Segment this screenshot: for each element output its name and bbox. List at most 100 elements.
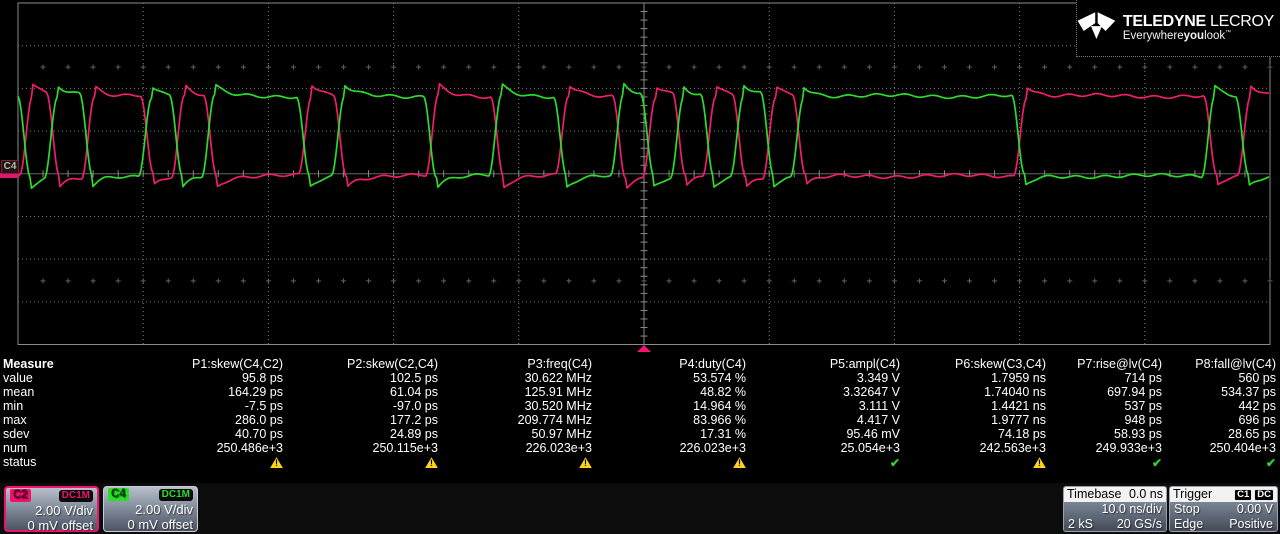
measure-mean-cell: 697.94 ps [1107,385,1162,399]
logo-text: TELEDYNE LECROY Everywhereyoulook™ [1122,13,1274,43]
measure-sdev-cell: 50.97 MHz [531,427,592,441]
trigger-source-badge: C1 [1234,488,1253,501]
measure-max-cell: 177.2 ps [390,413,438,427]
measure-num-cell: 249.933e+3 [1095,441,1162,455]
c4-offset-value: 0 mV offset [127,517,193,532]
measure-column-header[interactable]: P8:fall@lv(C4) [1195,357,1276,371]
channel-descriptor-c4[interactable]: C4 DC1M 2.00 V/div 0 mV offset [103,486,198,532]
measure-mean-cell: 61.04 ps [390,385,438,399]
measure-min-cell: 1.4421 ns [991,399,1046,413]
measure-sdev-cell: 40.70 ps [235,427,283,441]
measure-row-label: max [3,413,27,427]
measure-column-header[interactable]: P7:rise@lv(C4) [1077,357,1162,371]
trigger-type: Edge [1174,517,1204,531]
c2-vertical-scale: 2.00 V/div [35,503,93,518]
teledyne-arrow-icon [1077,12,1116,39]
trace-c2 [17,82,1270,189]
status-warning-icon: ! [270,457,283,469]
measure-mean-cell: 125.91 MHz [524,385,592,399]
channel-descriptor-c2[interactable]: C2 DC1M 2.00 V/div 0 mV offset [4,486,99,533]
c4-offset-marker[interactable]: C4 [1,160,19,174]
trigger-time-marker[interactable] [637,345,651,352]
measure-table: Measure P1:skew(C4,C2) P2:skew(C2,C4) P3:fr… [0,357,1278,469]
trigger-mode: Stop [1174,502,1200,516]
timebase-scale: 10.0 ns/div [1101,502,1162,516]
measure-num-cell: 226.023e+3 [525,441,592,455]
measure-column-header[interactable]: P2:skew(C2,C4) [347,357,438,371]
measure-panel-title: Measure [3,357,54,371]
trace-c4 [17,82,1270,190]
measure-min-cell: 30.520 MHz [524,399,592,413]
measure-min-cell: -7.5 ps [244,399,283,413]
measure-value-cell: 714 ps [1124,371,1162,385]
c4-channel-badge[interactable]: C4 [108,488,129,501]
measure-column-header[interactable]: P3:freq(C4) [527,357,592,371]
status-warning-icon: ! [425,457,438,469]
status-ok-icon: ✔ [1265,455,1276,470]
status-ok-icon: ✔ [889,455,900,470]
timebase-panel[interactable]: Timebase 0.0 ns 10.0 ns/div 2 kS 20 GS/s [1063,486,1167,532]
c2-offset-marker[interactable] [0,173,19,178]
measure-column-header[interactable]: P1:skew(C4,C2) [192,357,283,371]
c4-coupling-badge: DC1M [158,488,193,501]
measure-column-header[interactable]: P5:ampl(C4) [829,357,900,371]
measure-sdev-cell: 24.89 ps [390,427,438,441]
trigger-slope: Positive [1229,517,1273,531]
measure-num-cell: 250.115e+3 [372,441,438,455]
measure-mean-cell: 534.37 ps [1221,385,1276,399]
logo-panel: TELEDYNE LECROY Everywhereyoulook™ [1076,0,1280,57]
c2-coupling-badge: DC1M [58,489,93,502]
measure-sdev-cell: 74.18 ps [998,427,1046,441]
timebase-samples: 2 kS [1068,517,1094,531]
measure-num-cell: 242.563e+3 [979,441,1046,455]
trigger-panel[interactable]: Trigger C1 DC Stop 0.00 V Edge Positive [1169,486,1278,532]
measure-max-cell: 4.417 V [856,413,900,427]
measure-max-cell: 948 ps [1124,413,1162,427]
status-warning-icon: ! [733,457,746,469]
measure-column-header[interactable]: P6:skew(C3,C4) [955,357,1046,371]
measure-max-cell: 286.0 ps [235,413,283,427]
measure-column-header[interactable]: P4:duty(C4) [679,357,746,371]
measure-sdev-cell: 17.31 % [700,427,746,441]
measure-min-cell: -97.0 ps [392,399,438,413]
measure-min-cell: 14.964 % [693,399,746,413]
status-warning-icon: ! [1033,457,1046,469]
measure-sdev-cell: 58.93 ps [1114,427,1162,441]
measure-row-label: num [3,441,28,455]
measure-num-cell: 226.023e+3 [679,441,746,455]
measure-row-label: value [3,371,33,385]
status-ok-icon: ✔ [1151,455,1162,470]
trigger-coupling-badge: DC [1254,488,1274,501]
measure-value-cell: 95.8 ps [241,371,283,385]
measure-max-cell: 1.9777 ns [991,413,1046,427]
measure-mean-cell: 1.74040 ns [984,385,1046,399]
scope-grid-svg [17,2,1273,352]
timebase-label: Timebase [1067,487,1122,501]
measure-mean-cell: 48.82 % [700,385,746,399]
trigger-label: Trigger [1173,487,1213,501]
brand-tagline: Everywhereyoulook™ [1122,30,1232,43]
measure-max-cell: 209.774 MHz [517,413,592,427]
trigger-level: 0.00 V [1236,502,1273,516]
measure-row-label: mean [3,385,35,399]
measure-value-cell: 30.622 MHz [524,371,592,385]
measure-min-cell: 537 ps [1124,399,1162,413]
waveform-display-area[interactable] [0,0,1280,356]
c2-offset-value: 0 mV offset [27,518,93,533]
measure-value-cell: 53.574 % [693,371,746,385]
status-warning-icon: ! [579,457,592,469]
timebase-position: 0.0 ns [1128,487,1163,501]
timebase-sample-rate: 20 GS/s [1116,517,1162,531]
measure-mean-cell: 3.32647 V [843,385,900,399]
measure-min-cell: 3.111 V [858,399,900,413]
measure-num-cell: 250.404e+3 [1209,441,1276,455]
measure-sdev-cell: 95.46 mV [846,427,900,441]
c2-channel-badge[interactable]: C2 [10,489,31,502]
measure-row-label: status [3,455,37,469]
measure-max-cell: 696 ps [1238,413,1276,427]
measure-table-panel: Measure P1:skew(C4,C2) P2:skew(C2,C4) P3:fr… [0,357,1280,469]
measure-row-label: min [3,399,24,413]
measure-mean-cell: 164.29 ps [228,385,283,399]
measure-num-cell: 25.054e+3 [840,441,900,455]
